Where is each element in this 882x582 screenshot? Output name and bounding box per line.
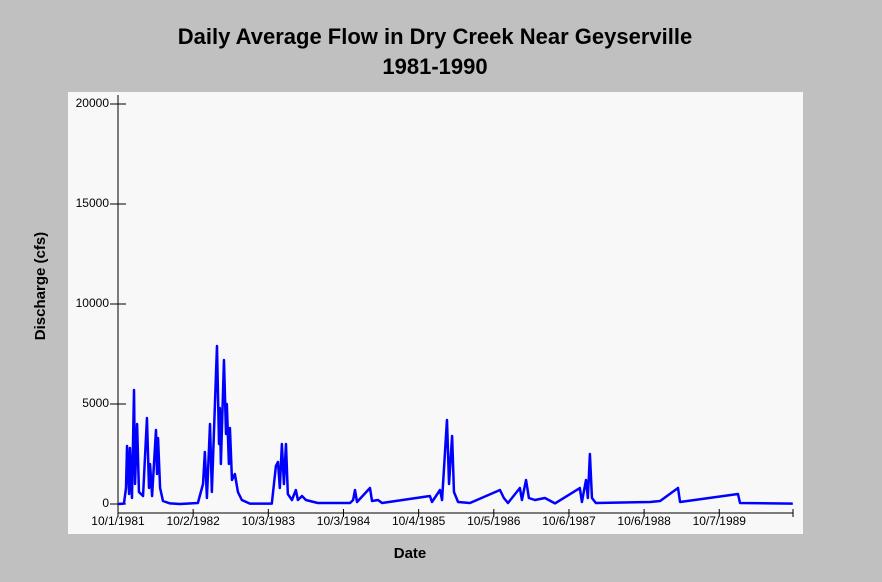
y-tick-label: 0 <box>102 496 109 510</box>
x-tick-label: 10/6/1988 <box>617 514 671 528</box>
x-tick-label: 10/7/1989 <box>693 514 747 528</box>
x-tick-label: 10/2/1982 <box>166 514 220 528</box>
x-axis-label: Date <box>394 545 427 562</box>
y-tick-label: 5000 <box>82 396 109 410</box>
chart-title: Daily Average Flow in Dry Creek Near Gey… <box>178 24 692 49</box>
plot-area <box>68 92 803 534</box>
y-tick-label: 10000 <box>76 296 110 310</box>
y-tick-label: 20000 <box>76 96 110 110</box>
y-tick-label: 15000 <box>76 196 110 210</box>
y-axis-label: Discharge (cfs) <box>32 232 49 340</box>
chart-subtitle: 1981-1990 <box>382 54 487 79</box>
x-tick-label: 10/6/1987 <box>542 514 596 528</box>
x-tick-label: 10/3/1984 <box>317 514 371 528</box>
x-tick-label: 10/4/1985 <box>392 514 446 528</box>
flow-line <box>117 344 793 506</box>
x-tick-label: 10/3/1983 <box>242 514 296 528</box>
x-tick-label: 10/5/1986 <box>467 514 521 528</box>
x-tick-label: 10/1/1981 <box>91 514 145 528</box>
